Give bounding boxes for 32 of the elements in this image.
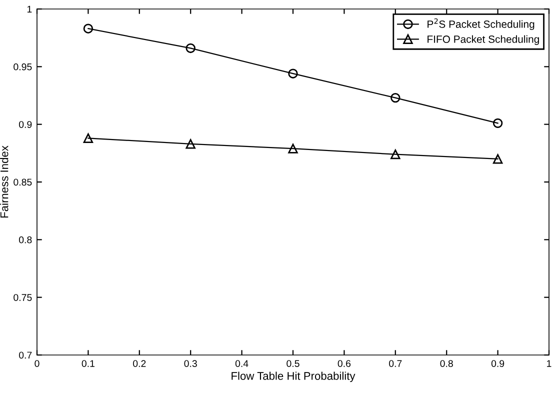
point — [390, 149, 400, 160]
x-tick-label: 0.6 — [338, 360, 351, 367]
x-tick-label: 0 — [34, 360, 40, 367]
x-tick-label: 0.4 — [235, 360, 248, 367]
point — [492, 154, 503, 164]
point — [83, 133, 94, 144]
x-tick-label: 0.5 — [286, 360, 300, 367]
y-tick-label: 0.75 — [14, 294, 32, 301]
x-tick-label: 0.9 — [491, 360, 504, 367]
point — [390, 92, 400, 103]
legend-label: FIFO Packet Scheduling — [428, 35, 539, 45]
point — [288, 144, 298, 154]
y-tick-label: 0.9 — [19, 121, 32, 128]
y-tick-label: 0.7 — [19, 352, 32, 359]
x-axis-title: Flow Table Hit Probability — [232, 372, 356, 382]
legend-label: P$^{2}$S Packet Scheduling — [428, 18, 534, 30]
x-tick-label: 0.8 — [440, 360, 453, 367]
point — [492, 118, 503, 128]
point — [288, 68, 298, 78]
y-tick-label: 0.85 — [14, 178, 32, 186]
y-tick-label: 0.8 — [19, 236, 32, 244]
point — [186, 43, 196, 54]
x-tick-label: 0.7 — [389, 360, 402, 367]
y-axis-title: Fairness Index — [0, 146, 8, 218]
point — [83, 24, 94, 34]
x-tick-label: 1 — [547, 360, 552, 367]
y-tick-label: 1 — [27, 6, 32, 13]
x-tick-label: 0.1 — [82, 360, 94, 367]
x-tick-label: 0.2 — [133, 360, 146, 367]
x-tick-label: 0.3 — [184, 360, 197, 367]
point — [186, 139, 196, 149]
y-tick-label: 0.95 — [14, 63, 32, 70]
